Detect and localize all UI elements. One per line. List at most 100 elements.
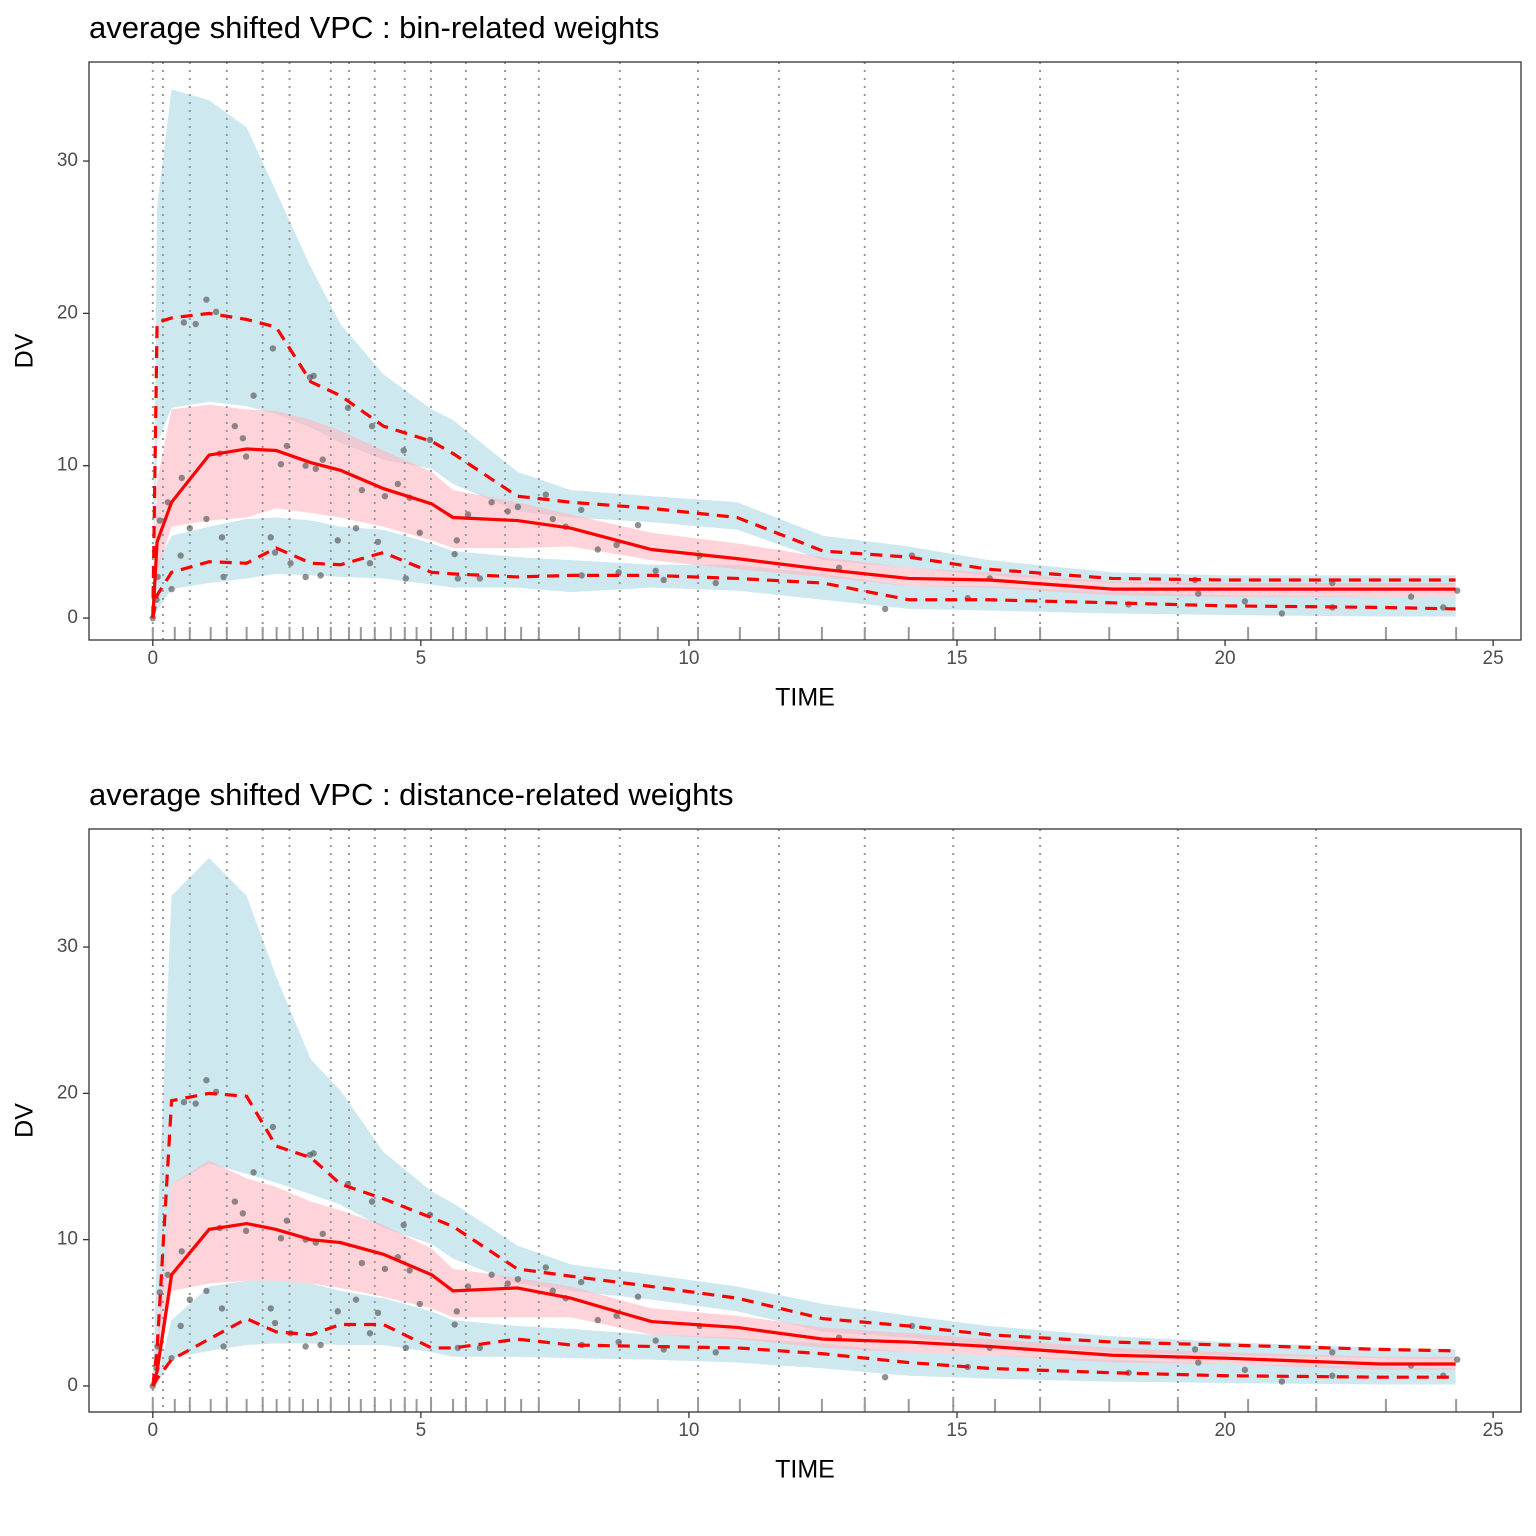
x-tick-label: 5 [416,1420,427,1441]
observed-point [542,1264,549,1271]
median-line [151,1221,1456,1387]
observed-point [613,1312,620,1319]
chart-title: average shifted VPC : bin-related weight… [89,10,659,45]
observed-point [186,1296,193,1303]
observed-point [1241,1366,1249,1374]
observed-point [416,529,423,536]
ci-band [152,89,1456,619]
observed-point [317,572,324,579]
observed-point [239,1210,247,1217]
observed-point [283,1217,291,1224]
x-axis-title: TIME [775,684,835,712]
observed-point [402,575,410,582]
plot-area [149,62,1461,640]
observed-point [203,296,210,303]
observed-point [578,572,585,579]
observed-point [451,550,458,558]
observed-point [374,538,382,546]
observed-point [156,1289,163,1296]
y-axis-title: DV [11,1103,39,1138]
observed-point [277,460,285,468]
x-tick-label: 5 [416,648,427,669]
observed-point [310,372,317,380]
observed-point [352,1296,360,1303]
panel-border [88,828,1522,1413]
observed-point [203,1076,210,1084]
observed-point [178,474,185,482]
observed-point [358,486,366,494]
observed-point [464,511,472,518]
ci-band [152,857,1456,1386]
observed-point [231,422,239,430]
observed-point [634,1293,642,1300]
observed-point [177,552,184,559]
x-tick-label: 15 [946,1420,967,1441]
observed-point [381,492,389,500]
observed-point [358,1259,366,1267]
y-tick-label: 30 [57,936,78,957]
observed-point [186,524,193,532]
x-axis-title: TIME [775,1456,835,1484]
observed-point [400,447,407,454]
y-tick-label: 0 [67,607,78,628]
x-tick-label: 10 [678,1420,699,1441]
observed-point [453,1308,460,1315]
x-tick-label: 20 [1214,1420,1235,1441]
observed-point [1195,1359,1202,1366]
observed-point [269,345,277,352]
observed-point [416,1300,423,1308]
plot-area [149,829,1461,1412]
observed-point [242,1227,250,1235]
panel: average shifted VPC : distance-related w… [11,777,1522,1484]
observed-point [366,1330,374,1337]
panel: average shifted VPC : bin-related weight… [11,10,1522,712]
ci-band [152,404,1456,619]
observed-point [394,480,402,488]
observed-point [220,573,227,581]
observed-point [334,1308,341,1315]
observed-point [192,320,199,328]
observed-point [402,1344,410,1352]
observed-point [594,546,601,553]
observed-point [549,515,556,523]
observed-point [310,1150,317,1157]
observed-point [283,442,291,450]
observed-point [374,1309,382,1317]
observed-point [366,560,374,567]
observed-point [488,499,495,506]
observed-point [250,1169,257,1176]
observed-point [271,1319,279,1327]
x-tick-label: 25 [1483,648,1504,669]
observed-point [267,534,274,541]
observed-point [168,585,175,593]
x-tick-label: 25 [1483,1420,1504,1441]
observed-point [269,1123,277,1131]
observed-point [712,1349,719,1356]
observed-point [267,1305,274,1312]
observed-point [549,1287,556,1295]
observed-point [352,524,360,532]
observed-point [400,1221,407,1229]
observed-point [312,465,319,472]
percentile-line [151,311,1456,619]
observed-point [454,575,462,582]
observed-point [287,560,294,567]
observed-point [164,1271,172,1278]
observed-point [660,576,667,584]
observed-point [302,1343,309,1350]
observed-point [156,517,163,524]
observed-point [451,1321,458,1328]
observed-point [1195,590,1202,597]
observed-point [218,1305,226,1312]
observed-point [1278,1378,1286,1385]
observed-point [634,521,642,529]
observed-point [381,1265,389,1273]
observed-point [177,1322,184,1330]
observed-point [514,1275,522,1283]
observed-point [368,422,376,430]
observed-point [277,1234,285,1242]
observed-point [881,605,889,613]
observed-point [453,537,460,544]
